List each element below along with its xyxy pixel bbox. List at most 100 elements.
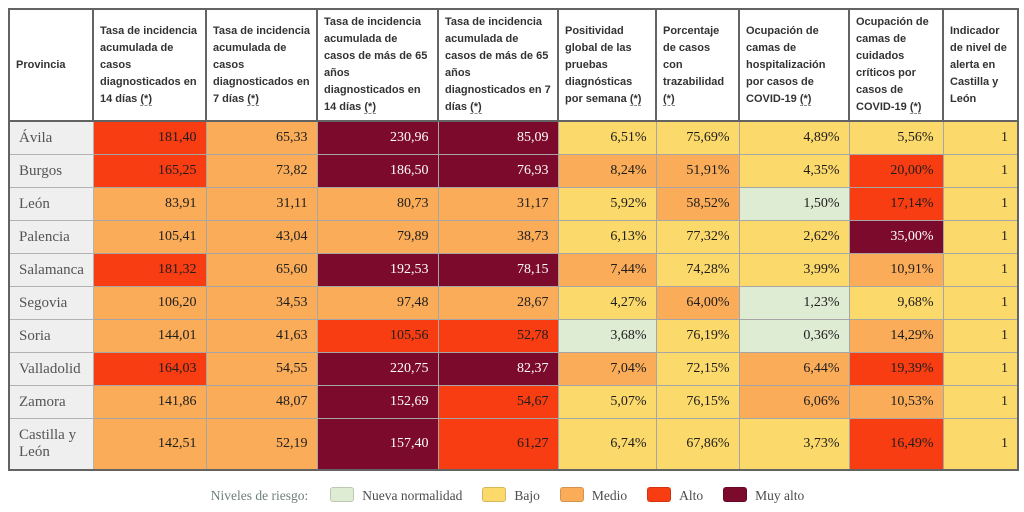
column-header-1: Tasa de incidencia acumulada de casos di… bbox=[92, 7, 207, 123]
data-cell: 165,25 bbox=[92, 154, 207, 189]
data-cell: 186,50 bbox=[316, 154, 439, 189]
data-cell: 35,00% bbox=[848, 220, 944, 255]
data-cell: 1,50% bbox=[738, 187, 850, 222]
data-cell: 10,53% bbox=[848, 385, 944, 420]
table-row: Valladolid 164,03 54,55 220,75 82,37 7,04% 72,… bbox=[8, 352, 1019, 387]
province-label: León bbox=[8, 187, 94, 222]
table-row: Ávila 181,40 65,33 230,96 85,09 6,51% 75,69% 4,… bbox=[8, 120, 1019, 156]
data-cell: 141,86 bbox=[92, 385, 207, 420]
covid-risk-table: Provincia Tasa de incidencia acumulada de… bbox=[8, 7, 1019, 472]
data-cell: 85,09 bbox=[437, 120, 559, 156]
data-cell: 58,52% bbox=[655, 187, 740, 222]
table-row: Zamora 141,86 48,07 152,69 54,67 5,07% 76,15% 6… bbox=[8, 385, 1019, 420]
column-header-label: Tasa de incidencia acumulada de casos di… bbox=[213, 24, 311, 105]
data-cell: 0,36% bbox=[738, 319, 850, 354]
column-header-label: Tasa de incidencia acumulada de casos di… bbox=[100, 24, 198, 105]
column-header-3: Tasa de incidencia acumulada de casos de… bbox=[316, 7, 439, 123]
data-cell: 106,20 bbox=[92, 286, 207, 321]
legend-swatch-nueva_normalidad bbox=[330, 487, 355, 503]
data-cell: 52,19 bbox=[205, 418, 318, 471]
column-header-4: Tasa de incidencia acumulada de casos de… bbox=[437, 7, 559, 123]
data-cell: 4,35% bbox=[738, 154, 850, 189]
data-cell: 76,15% bbox=[655, 385, 740, 420]
data-cell: 72,15% bbox=[655, 352, 740, 387]
data-cell: 20,00% bbox=[848, 154, 944, 189]
footnote-link[interactable]: (*) bbox=[247, 92, 259, 106]
data-cell: 61,27 bbox=[437, 418, 559, 471]
data-cell: 10,91% bbox=[848, 253, 944, 288]
data-cell: 41,63 bbox=[205, 319, 318, 354]
province-label: Zamora bbox=[8, 385, 94, 420]
data-cell: 105,41 bbox=[92, 220, 207, 255]
data-cell: 6,51% bbox=[557, 120, 657, 156]
data-cell: 2,62% bbox=[738, 220, 850, 255]
column-header-label: Indicador de nivel de alerta en Castilla… bbox=[950, 24, 1007, 105]
data-cell: 181,32 bbox=[92, 253, 207, 288]
data-cell: 1,23% bbox=[738, 286, 850, 321]
legend-swatch-alto bbox=[647, 487, 672, 503]
legend-swatch-bajo bbox=[482, 487, 507, 503]
data-cell: 164,03 bbox=[92, 352, 207, 387]
column-header-6: Porcentaje de casos con trazabilidad (*) bbox=[655, 7, 740, 123]
data-cell: 31,11 bbox=[205, 187, 318, 222]
table-body: Ávila 181,40 65,33 230,96 85,09 6,51% 75,69% 4,… bbox=[8, 120, 1019, 471]
column-header-label: Ocupación de camas de hospitalización po… bbox=[746, 24, 826, 105]
data-cell: 1 bbox=[942, 220, 1019, 255]
data-cell: 1 bbox=[942, 187, 1019, 222]
data-cell: 5,07% bbox=[557, 385, 657, 420]
data-cell: 7,04% bbox=[557, 352, 657, 387]
data-cell: 142,51 bbox=[92, 418, 207, 471]
footnote-link[interactable]: (*) bbox=[364, 101, 376, 115]
province-label: Soria bbox=[8, 319, 94, 354]
data-cell: 14,29% bbox=[848, 319, 944, 354]
data-cell: 5,92% bbox=[557, 187, 657, 222]
column-header-7: Ocupación de camas de hospitalización po… bbox=[738, 7, 850, 123]
column-header-label: Positividad global de las pruebas diagnó… bbox=[565, 24, 633, 105]
column-header-label: Tasa de incidencia acumulada de casos de… bbox=[324, 16, 428, 114]
data-cell: 1 bbox=[942, 253, 1019, 288]
footnote-link[interactable]: (*) bbox=[629, 92, 642, 106]
data-cell: 6,06% bbox=[738, 385, 850, 420]
data-cell: 5,56% bbox=[848, 120, 944, 156]
data-cell: 48,07 bbox=[205, 385, 318, 420]
data-cell: 73,82 bbox=[205, 154, 318, 189]
data-cell: 97,48 bbox=[316, 286, 439, 321]
table-row: Palencia 105,41 43,04 79,89 38,73 6,13% 77,32%… bbox=[8, 220, 1019, 255]
data-cell: 74,28% bbox=[655, 253, 740, 288]
legend-swatch-muy_alto bbox=[723, 487, 748, 503]
data-cell: 76,93 bbox=[437, 154, 559, 189]
data-cell: 54,67 bbox=[437, 385, 559, 420]
footnote-link[interactable]: (*) bbox=[663, 92, 675, 106]
data-cell: 9,68% bbox=[848, 286, 944, 321]
data-cell: 51,91% bbox=[655, 154, 740, 189]
data-cell: 76,19% bbox=[655, 319, 740, 354]
data-cell: 75,69% bbox=[655, 120, 740, 156]
data-cell: 43,04 bbox=[205, 220, 318, 255]
data-cell: 3,99% bbox=[738, 253, 850, 288]
header-row: Provincia Tasa de incidencia acumulada de… bbox=[8, 7, 1019, 123]
data-cell: 65,60 bbox=[205, 253, 318, 288]
data-cell: 82,37 bbox=[437, 352, 559, 387]
province-label: Valladolid bbox=[8, 352, 94, 387]
table-row: Burgos 165,25 73,82 186,50 76,93 8,24% 51,91% 4… bbox=[8, 154, 1019, 189]
column-header-label: Ocupación de camas de cuidados críticos … bbox=[856, 16, 929, 114]
data-cell: 38,73 bbox=[437, 220, 559, 255]
column-header-2: Tasa de incidencia acumulada de casos di… bbox=[205, 7, 318, 123]
footnote-link[interactable]: (*) bbox=[909, 101, 922, 115]
footnote-link[interactable]: (*) bbox=[140, 92, 152, 106]
data-cell: 83,91 bbox=[92, 187, 207, 222]
province-label: Palencia bbox=[8, 220, 94, 255]
data-cell: 67,86% bbox=[655, 418, 740, 471]
data-cell: 65,33 bbox=[205, 120, 318, 156]
column-header-5: Positividad global de las pruebas diagnó… bbox=[557, 7, 657, 123]
province-label: Castilla y León bbox=[8, 418, 94, 471]
footnote-link[interactable]: (*) bbox=[470, 101, 482, 115]
data-cell: 19,39% bbox=[848, 352, 944, 387]
table-row: Salamanca 181,32 65,60 192,53 78,15 7,44% 74,2… bbox=[8, 253, 1019, 288]
data-cell: 192,53 bbox=[316, 253, 439, 288]
data-cell: 1 bbox=[942, 286, 1019, 321]
footnote-link[interactable]: (*) bbox=[799, 92, 812, 106]
data-cell: 78,15 bbox=[437, 253, 559, 288]
data-cell: 1 bbox=[942, 385, 1019, 420]
data-cell: 105,56 bbox=[316, 319, 439, 354]
